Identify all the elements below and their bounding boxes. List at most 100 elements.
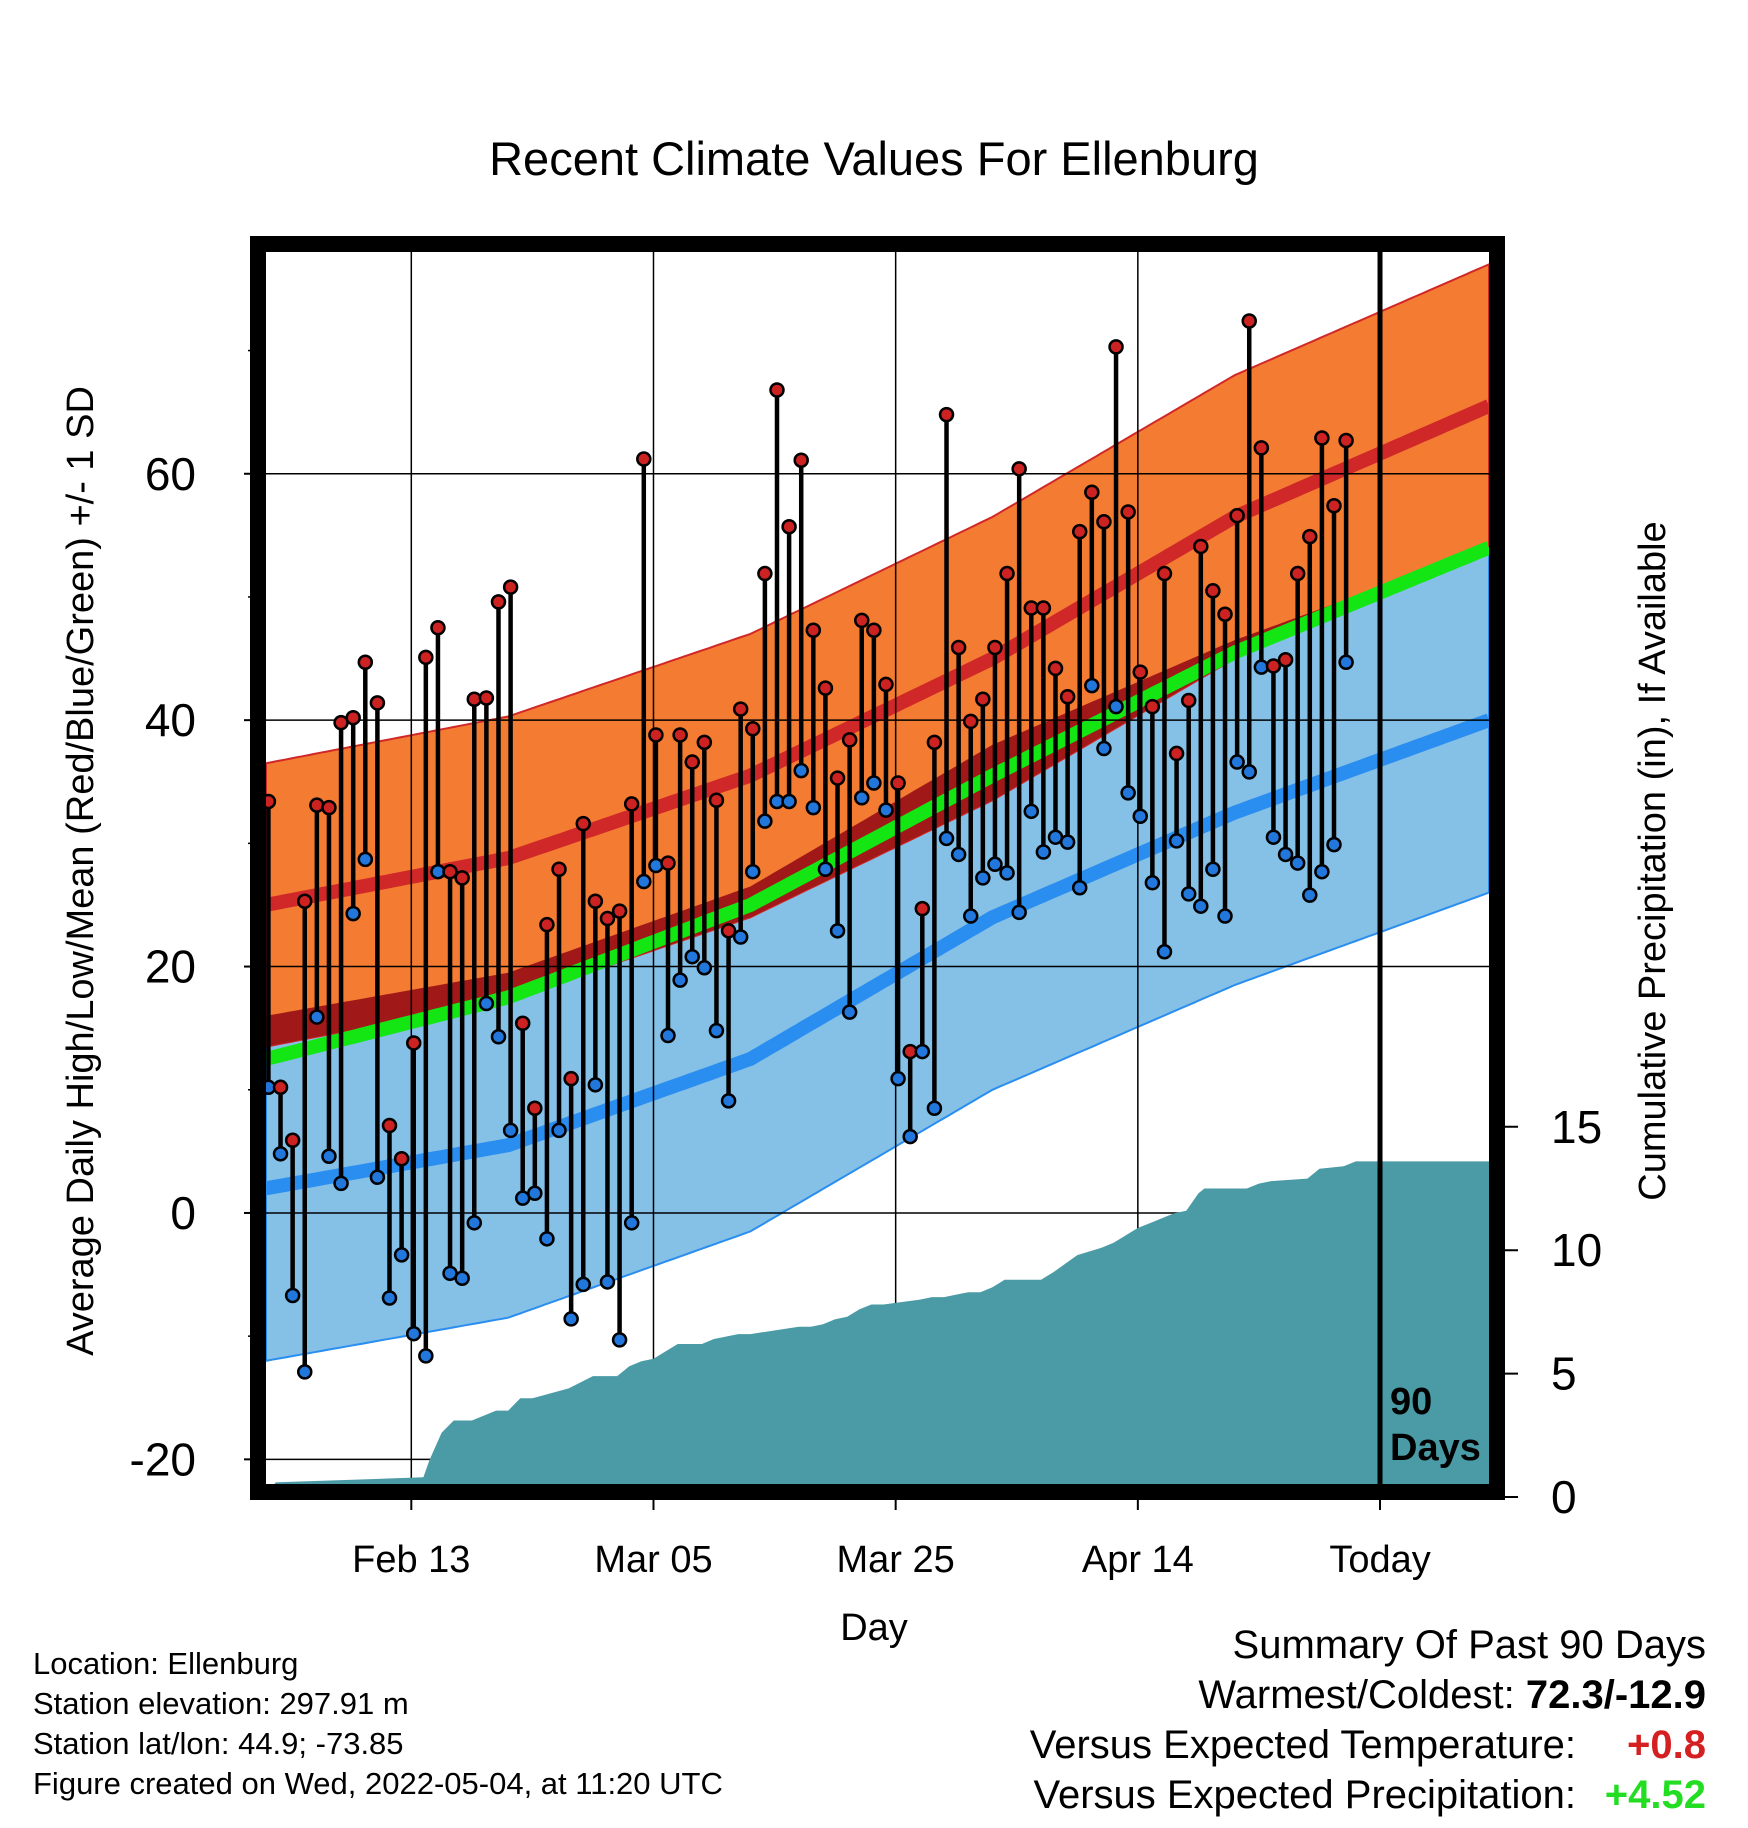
daily-low-point [684,948,700,965]
daily-low-point [793,762,809,779]
daily-high-point [587,893,604,910]
daily-low-point [962,908,979,924]
daily-high-point [781,518,797,535]
daily-low-point [418,1348,434,1364]
daily-low-point [757,813,773,829]
daily-high-point [757,565,773,582]
daily-low-point [381,1290,398,1306]
daily-high-point [393,1151,410,1167]
latlon-text: Station lat/lon: 44.9; -73.85 [33,1726,404,1761]
plot-frame [250,236,1505,1500]
precip-label: Versus Expected Precipitation: [1033,1773,1576,1817]
daily-low-point [551,1122,567,1139]
daily-high-point [866,622,882,638]
daily-high-point [1314,430,1330,446]
daily-high-point [1144,698,1161,715]
daily-low-point [648,857,664,874]
daily-low-point [333,1175,349,1192]
daily-low-point [1096,740,1112,757]
daily-low-point [1180,886,1197,902]
daily-high-point [563,1070,579,1087]
daily-high-point [805,622,822,638]
daily-high-point [1241,313,1257,329]
daily-low-point [405,1325,422,1342]
daily-low-point [1035,844,1052,860]
daily-low-point [587,1077,604,1093]
daily-low-point [660,1027,676,1044]
chart-title: Recent Climate Values For Ellenburg [489,132,1259,185]
location-text: Location: Ellenburg [33,1646,299,1681]
daily-low-point [1193,898,1209,914]
daily-high-point [999,565,1015,582]
daily-high-point [696,734,713,751]
warmest-value: 72.3/-12.9 [1525,1673,1706,1717]
daily-high-point [1302,528,1318,545]
mean-normal-line [266,541,1489,1066]
y-tick-label: 20 [145,941,196,993]
daily-low-point [745,863,761,880]
daily-low-point [1071,879,1088,896]
daily-high-point [636,451,652,467]
daily-low-point [829,923,846,939]
daily-high-point [321,799,337,816]
daily-high-point [878,676,894,693]
daily-high-point [987,639,1003,656]
daily-high-point [769,382,785,398]
temp-label: Versus Expected Temperature: [1029,1723,1576,1767]
daily-high-point [708,792,725,808]
y-axis-label: Average Daily High/Low/Mean (Red/Blue/Gr… [60,386,102,1356]
daily-low-point [672,972,688,988]
daily-low-point [878,802,894,818]
daily-low-point [854,790,870,806]
daily-low-point [369,1169,386,1185]
daily-low-point [732,929,749,945]
daily-high-point [1277,652,1294,668]
daily-low-point [296,1364,313,1380]
daily-high-point [1059,689,1076,705]
y2-tick-label: 0 [1551,1471,1577,1523]
daily-low-point [454,1270,470,1287]
daily-high-point [284,1132,301,1149]
daily-low-point [1084,677,1100,694]
daily-low-point [309,1009,325,1025]
summary-precip-row: Versus Expected Precipitation: +4.52 [1030,1775,1706,1825]
daily-high-point [914,900,931,917]
daily-high-point [648,727,664,743]
daily-high-point [309,797,325,813]
daily-low-point [708,1022,725,1039]
daily-low-point [527,1185,543,1201]
daily-high-point [926,734,943,751]
daily-low-point [1265,829,1282,845]
daily-low-point [841,1004,858,1020]
today-days-label: Days [1390,1427,1481,1469]
daily-low-point [1059,834,1076,850]
daily-low-point [1023,803,1040,820]
daily-high-point [502,579,519,595]
x-tick-label: Today [1329,1539,1430,1581]
daily-low-point [1217,908,1233,924]
summary-heading: Summary Of Past 90 Days [1232,1623,1706,1667]
daily-low-point [1168,833,1185,849]
daily-high-point [1096,514,1112,530]
daily-high-point [660,855,676,871]
x-tick-label: Mar 25 [837,1539,955,1581]
daily-high-point [1289,565,1306,582]
x-tick-label: Feb 13 [352,1539,470,1581]
daily-high-point [1120,504,1136,520]
precip-area [274,1161,1489,1484]
daily-low-point [902,1128,918,1145]
daily-low-point [321,1148,337,1165]
created-text: Figure created on Wed, 2022-05-04, at 11… [33,1766,723,1801]
elevation-text: Station elevation: 297.91 m [33,1686,409,1721]
y-tick-label: -20 [130,1433,196,1485]
daily-low-point [1338,654,1354,671]
summary-warmest-row: Warmest/Coldest: 72.3/-12.9 [1030,1675,1706,1725]
daily-low-point [1120,785,1136,801]
daily-low-point [1108,698,1124,715]
daily-high-point [1168,745,1185,762]
daily-high-point [623,796,640,812]
daily-high-point [345,709,361,726]
daily-high-point [430,620,446,636]
daily-high-point [599,910,616,927]
